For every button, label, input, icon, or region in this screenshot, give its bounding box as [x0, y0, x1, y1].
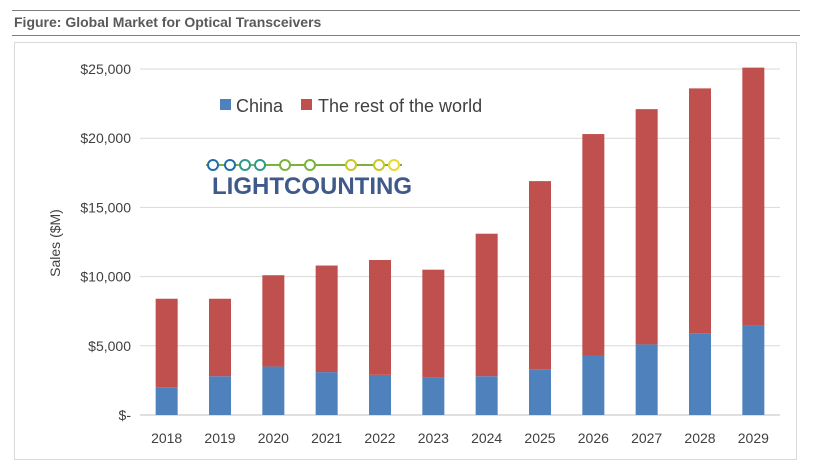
bar-china-2026 — [582, 355, 605, 415]
bar-china-2020 — [262, 366, 285, 415]
y-axis-label: Sales ($M) — [47, 209, 63, 277]
bar-china-2025 — [529, 369, 551, 415]
x-tick-label: 2018 — [151, 430, 182, 446]
logo-dot — [345, 159, 357, 171]
legend-swatch-rest-of-world — [301, 99, 312, 110]
bar-china-2023 — [422, 377, 445, 415]
title-rule-top — [12, 10, 800, 11]
x-tick-label: 2024 — [471, 430, 502, 446]
bar-china-2027 — [635, 344, 658, 415]
x-tick-label: 2019 — [204, 430, 235, 446]
logo-dot — [304, 159, 316, 171]
bar-rest-of-world-2029 — [742, 67, 765, 326]
x-tick-label: 2023 — [418, 430, 449, 446]
logo-dot — [254, 159, 266, 171]
lightcounting-logo: LIGHTCOUNTING — [206, 159, 412, 200]
y-tick-label: $20,000 — [80, 130, 131, 146]
bar-rest-of-world-2019 — [209, 298, 231, 377]
y-tick-label: $15,000 — [80, 199, 131, 215]
y-tick-label: $25,000 — [80, 61, 131, 77]
logo-dots — [207, 159, 400, 171]
bar-china-2022 — [369, 374, 391, 415]
x-tick-label: 2028 — [684, 430, 715, 446]
bar-china-2021 — [315, 372, 338, 415]
x-tick-label: 2022 — [364, 430, 395, 446]
legend-label-china: China — [236, 96, 284, 116]
bars — [155, 67, 765, 415]
bar-rest-of-world-2025 — [529, 181, 551, 370]
bar-rest-of-world-2022 — [369, 259, 391, 375]
figure-title: Figure: Global Market for Optical Transc… — [14, 14, 322, 30]
bar-rest-of-world-2028 — [689, 88, 711, 334]
logo-dot — [207, 159, 219, 171]
title-rule-bottom — [12, 35, 800, 36]
logo-dot — [279, 159, 291, 171]
bar-china-2019 — [209, 376, 231, 415]
logo-dot — [224, 159, 236, 171]
x-tick-label: 2021 — [311, 430, 342, 446]
x-tick-label: 2025 — [524, 430, 555, 446]
x-tick-labels: 2018 2019 2020 2021 2022 2023 2024 2025 2026 2027… — [151, 430, 769, 446]
legend-swatch-china — [220, 99, 231, 110]
legend: China The rest of the world — [220, 96, 482, 116]
y-tick-label: $- — [119, 407, 132, 423]
y-tick-label: $10,000 — [80, 269, 131, 285]
bar-china-2018 — [155, 387, 178, 415]
bar-china-2028 — [689, 333, 711, 415]
logo-dot — [239, 159, 251, 171]
x-tick-label: 2029 — [738, 430, 769, 446]
logo-dot — [373, 159, 385, 171]
x-tick-label: 2020 — [258, 430, 289, 446]
bar-rest-of-world-2023 — [422, 269, 445, 378]
bar-rest-of-world-2021 — [315, 265, 338, 373]
y-tick-labels: $- $5,000 $10,000 $15,000 $20,000 $25,000 — [80, 61, 131, 423]
x-tick-label: 2027 — [631, 430, 662, 446]
logo-text: LIGHTCOUNTING — [212, 173, 412, 200]
bar-rest-of-world-2020 — [262, 275, 285, 367]
y-tick-label: $5,000 — [88, 338, 131, 354]
bar-china-2029 — [742, 325, 765, 415]
gridlines — [140, 68, 780, 416]
legend-label-rest-of-world: The rest of the world — [318, 96, 482, 116]
bar-rest-of-world-2024 — [475, 233, 498, 377]
bar-rest-of-world-2026 — [582, 134, 605, 356]
bar-china-2024 — [475, 376, 498, 415]
bar-rest-of-world-2018 — [155, 298, 178, 388]
x-tick-label: 2026 — [578, 430, 609, 446]
chart-frame — [14, 42, 797, 460]
bar-rest-of-world-2027 — [635, 109, 658, 345]
logo-dot — [388, 159, 400, 171]
